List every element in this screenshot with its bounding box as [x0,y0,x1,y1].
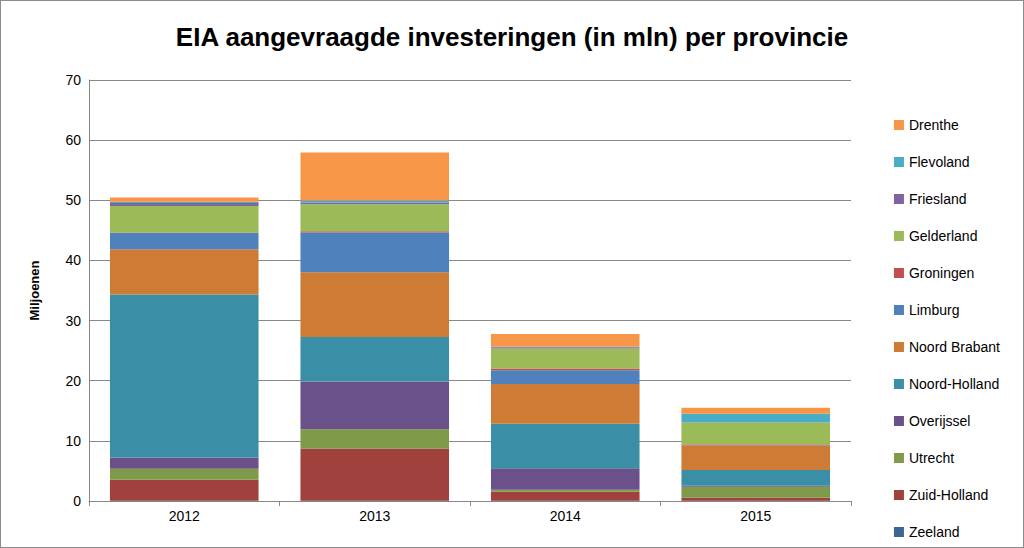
svg-text:20: 20 [65,373,81,389]
svg-text:10: 10 [65,433,81,449]
svg-text:Friesland: Friesland [909,191,967,207]
svg-text:2013: 2013 [359,508,390,524]
svg-text:Zuid-Holland: Zuid-Holland [909,487,988,503]
svg-text:70: 70 [65,72,81,88]
svg-text:Overijssel: Overijssel [909,413,970,429]
svg-text:Zeeland: Zeeland [909,524,960,540]
svg-text:Miljoenen: Miljoenen [27,260,42,320]
svg-text:2014: 2014 [550,508,581,524]
svg-text:Drenthe: Drenthe [909,117,959,133]
svg-text:2015: 2015 [740,508,771,524]
svg-text:Limburg: Limburg [909,302,960,318]
svg-text:30: 30 [65,313,81,329]
svg-text:0: 0 [73,493,81,509]
svg-text:Noord Brabant: Noord Brabant [909,339,1000,355]
svg-text:Noord-Holland: Noord-Holland [909,376,999,392]
svg-text:50: 50 [65,192,81,208]
svg-text:Flevoland: Flevoland [909,154,970,170]
svg-text:60: 60 [65,132,81,148]
svg-text:EIA aangevraagde investeringen: EIA aangevraagde investeringen (in mln) … [176,22,848,52]
svg-text:Gelderland: Gelderland [909,228,978,244]
svg-text:Utrecht: Utrecht [909,450,954,466]
svg-text:40: 40 [65,252,81,268]
svg-text:Groningen: Groningen [909,265,974,281]
svg-text:2012: 2012 [169,508,200,524]
